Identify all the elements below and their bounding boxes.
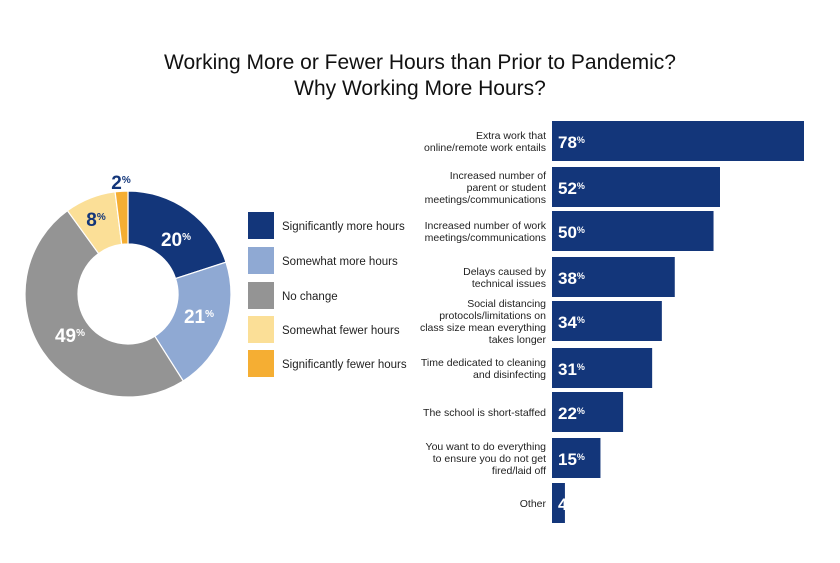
bar-category-label-3: Delays caused by technical issues — [463, 266, 547, 290]
donut-slice-label-3: 8% — [86, 210, 106, 231]
chart-title-line-2: Why Working More Hours? — [294, 77, 546, 100]
bar-category-label-7: You want to do everything to ensure you d… — [426, 441, 547, 477]
donut-chart: 20% 21% 49% 8%2% — [24, 173, 232, 398]
donut-slice-0 — [127, 190, 227, 280]
bar-category-label-8: Other — [520, 498, 547, 510]
donut-slice-label-4: 2% — [111, 173, 131, 194]
bar-7 — [552, 438, 601, 478]
legend-swatch-2 — [248, 282, 274, 309]
bar-6 — [552, 392, 624, 432]
bar-2 — [552, 211, 714, 251]
bar-8 — [552, 483, 565, 523]
bar-value-label-3: 38% — [558, 269, 585, 288]
bar-value-label-1: 52% — [558, 179, 585, 198]
bar-category-label-5: Time dedicated to cleaning and disinfecti… — [421, 357, 546, 381]
donut-slice-label-2: 49% — [55, 326, 85, 347]
bar-value-label-6: 22% — [558, 404, 585, 423]
bar-0 — [552, 121, 804, 161]
bar-value-label-8: 4% — [558, 495, 575, 514]
bar-1 — [552, 167, 720, 207]
donut-legend: Significantly more hours Somewhat more ho… — [248, 212, 407, 377]
legend-label-1: Somewhat more hours — [282, 256, 398, 268]
donut-slice-2 — [24, 209, 185, 398]
legend-label-3: Somewhat fewer hours — [282, 325, 400, 337]
legend-swatch-4 — [248, 350, 274, 377]
bar-category-label-2: Increased number of work meetings/communi… — [425, 220, 547, 244]
legend-swatch-1 — [248, 247, 274, 274]
bar-category-label-1: Increased number of parent or student meet… — [425, 170, 546, 206]
legend-swatch-0 — [248, 212, 274, 239]
legend-label-0: Significantly more hours — [282, 221, 405, 233]
chart-title-line-1: Working More or Fewer Hours than Prior t… — [164, 51, 676, 74]
legend-swatch-3 — [248, 316, 274, 343]
bar-category-label-6: The school is short-staffed — [423, 407, 546, 419]
donut-slice-4 — [114, 190, 129, 246]
bar-value-label-4: 34% — [558, 313, 585, 332]
donut-slice-label-0: 20% — [161, 230, 191, 251]
donut-slice-label-1: 21% — [184, 307, 214, 328]
bar-4 — [552, 301, 662, 341]
bar-value-label-7: 15% — [558, 450, 585, 469]
bar-chart: 78% Extra work that online/remote work ent… — [420, 121, 804, 523]
bar-value-label-2: 50% — [558, 223, 585, 242]
legend-label-2: No change — [282, 291, 338, 303]
bar-category-label-0: Extra work that online/remote work entail… — [424, 130, 546, 154]
bar-5 — [552, 348, 653, 388]
bar-3 — [552, 257, 675, 297]
bar-value-label-0: 78% — [558, 133, 585, 152]
legend-label-4: Significantly fewer hours — [282, 359, 407, 371]
donut-slice-1 — [153, 261, 232, 382]
bar-value-label-5: 31% — [558, 360, 585, 379]
bar-category-label-4: Social distancing protocols/limitations o… — [420, 298, 547, 346]
